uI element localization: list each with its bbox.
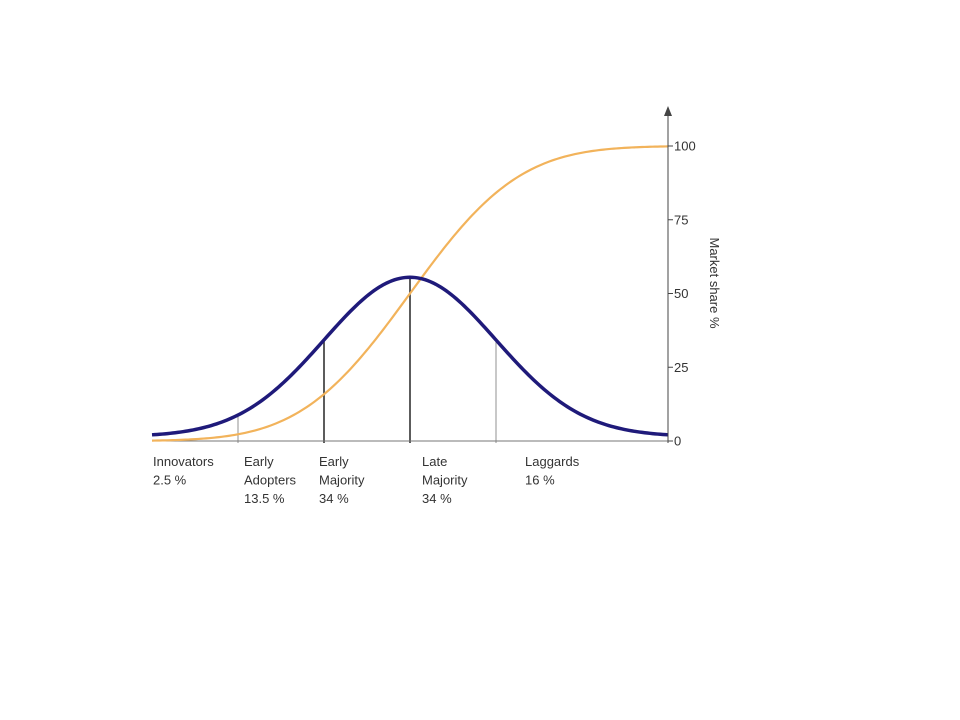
y-axis-arrow-icon — [664, 106, 672, 116]
y-axis-title: Market share % — [707, 237, 722, 328]
segment-name-label: Early — [319, 454, 349, 469]
y-axis: 0 25 50 75 100 — [664, 106, 696, 449]
segment-name-label: Adopters — [244, 473, 297, 488]
segment-name-label: Majority — [319, 473, 365, 488]
segment-share-label: 2.5 % — [153, 473, 187, 488]
segment-share-label: 16 % — [525, 473, 555, 488]
y-tick-label: 100 — [674, 139, 696, 154]
segment-label: Innovators 2.5 % — [153, 454, 214, 488]
segment-name-label: Late — [422, 454, 447, 469]
cumulative-adoption-curve — [151, 145, 669, 442]
segment-name-label: Laggards — [525, 454, 580, 469]
segment-name-label: Early — [244, 454, 274, 469]
segment-label: Late Majority 34 % — [422, 454, 468, 506]
segment-share-label: 34 % — [422, 491, 452, 506]
y-tick-label: 25 — [674, 360, 688, 375]
segment-label: Early Majority 34 % — [319, 454, 365, 506]
y-tick-label: 75 — [674, 212, 688, 227]
segment-share-label: 34 % — [319, 491, 349, 506]
segment-share-label: 13.5 % — [244, 491, 285, 506]
segment-label: Laggards 16 % — [525, 454, 580, 488]
y-tick-label: 0 — [674, 434, 681, 449]
segment-name-label: Innovators — [153, 454, 214, 469]
adoption-bell-curve — [151, 275, 669, 437]
segment-label: Early Adopters 13.5 % — [244, 454, 297, 506]
segment-labels: Innovators 2.5 % Early Adopters 13.5 % Early M… — [153, 454, 580, 506]
chart-marks — [151, 145, 669, 443]
y-tick-label: 50 — [674, 286, 688, 301]
segment-name-label: Majority — [422, 473, 468, 488]
